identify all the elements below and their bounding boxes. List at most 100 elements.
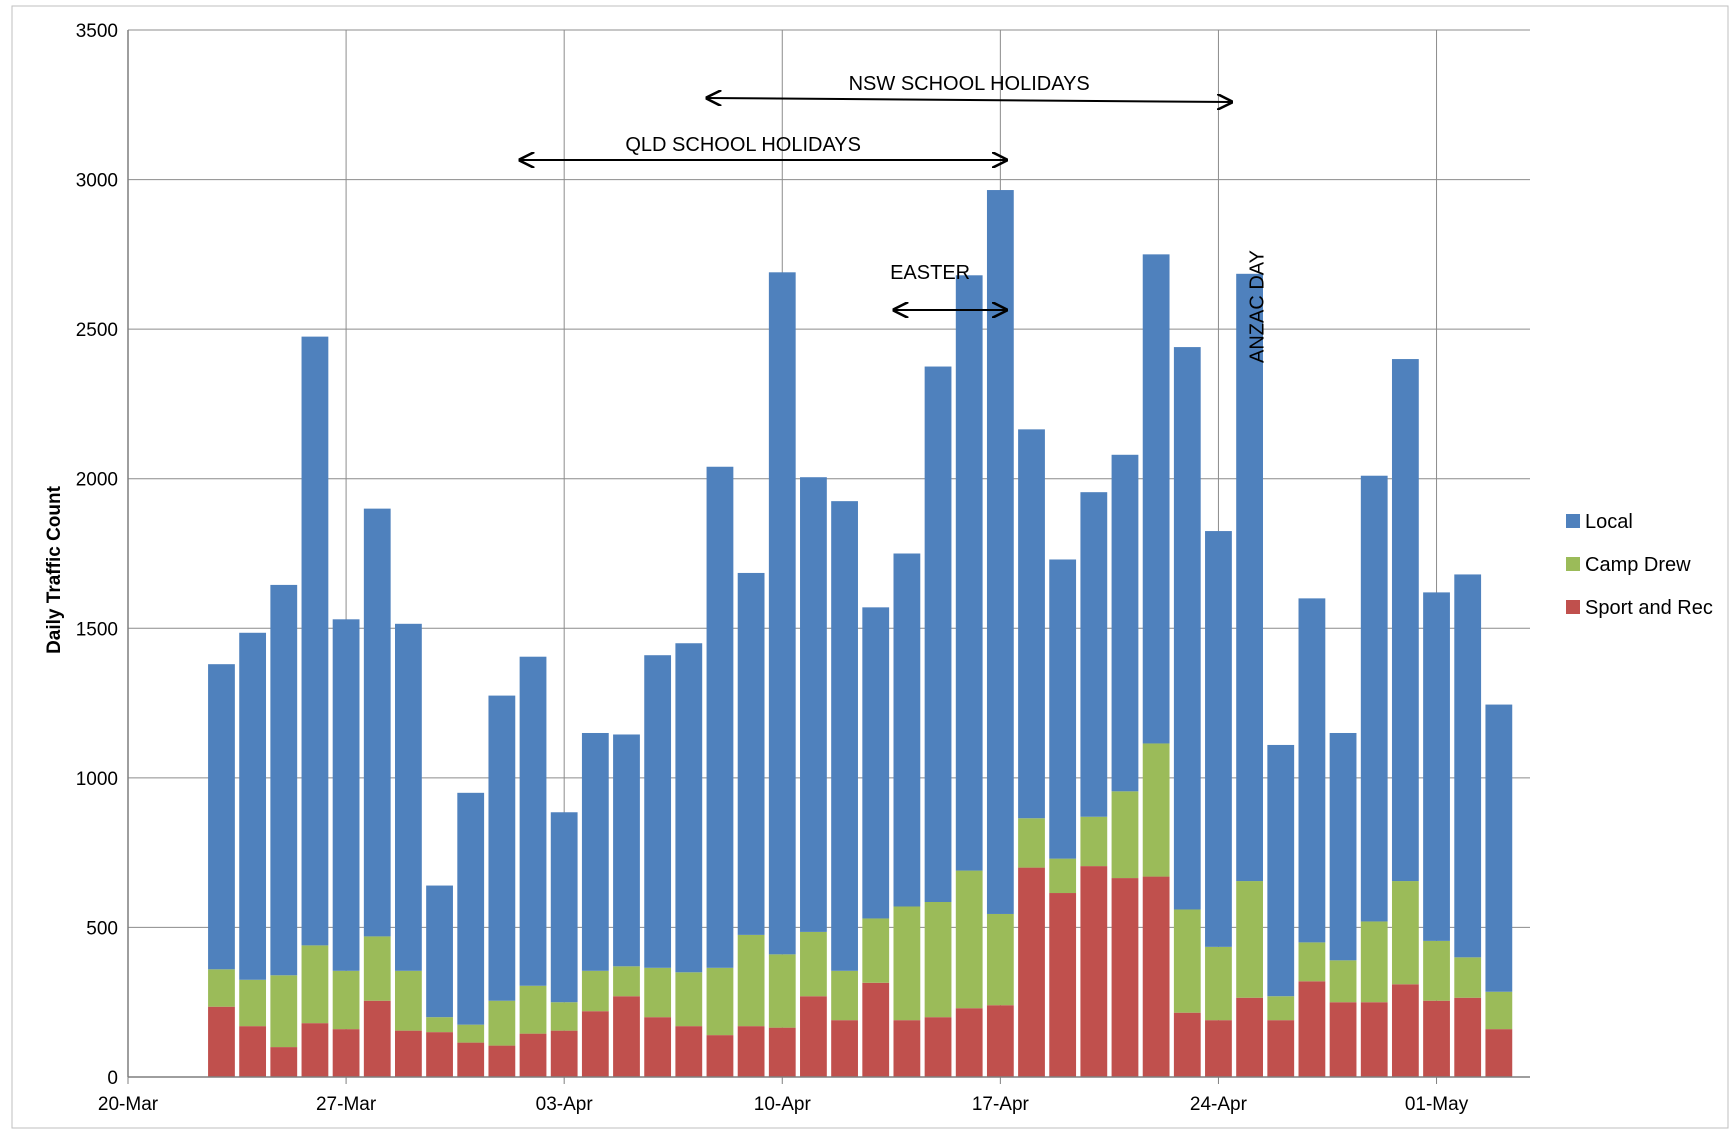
annotation-arrow [707,98,1231,102]
bar-local-24-mar [239,632,267,980]
bar-sport-and-rec-28-mar [363,1000,391,1077]
annotation-label: NSW SCHOOL HOLIDAYS [849,73,1090,95]
bar-sport-and-rec-01-apr [488,1045,516,1077]
bar-camp-drew-11-apr [800,931,827,997]
bar-local-11-apr [800,477,827,932]
y-tick-label: 1000 [76,769,118,790]
bar-sport-and-rec-28-apr [1329,1002,1357,1077]
x-tick-label: 27-Mar [316,1094,377,1115]
annotation-label: EASTER [890,262,970,284]
bar-sport-and-rec-01-may [1423,1000,1450,1077]
bar-sport-and-rec-04-apr [581,1011,609,1077]
bar-camp-drew-12-apr [831,970,858,1021]
bar-camp-drew-08-apr [706,967,734,1036]
bar-local-06-apr [644,655,672,968]
bar-local-10-apr [768,272,796,955]
bar-local-30-apr [1391,359,1419,882]
bar-local-05-apr [613,734,640,967]
bar-camp-drew-23-apr [1173,909,1201,1013]
bar-camp-drew-01-may [1423,940,1450,1001]
bar-local-19-apr [1049,559,1077,859]
bar-local-13-apr [862,607,890,919]
bar-sport-and-rec-25-apr [1236,997,1263,1077]
bar-sport-and-rec-17-apr [986,1005,1014,1077]
bar-local-28-mar [363,508,391,937]
bar-camp-drew-26-mar [301,945,329,1024]
bar-local-08-apr [706,466,734,968]
bar-sport-and-rec-12-apr [831,1020,858,1077]
bar-sport-and-rec-07-apr [675,1026,703,1077]
y-tick-label: 2500 [76,320,118,341]
bar-camp-drew-29-mar [395,970,422,1031]
bar-local-20-apr [1080,492,1108,817]
bar-camp-drew-27-mar [332,970,360,1030]
bar-sport-and-rec-29-mar [395,1030,422,1077]
bar-camp-drew-24-apr [1205,946,1232,1021]
bar-camp-drew-09-apr [737,934,765,1027]
x-tick-label: 10-Apr [754,1094,812,1115]
annotation-label: QLD SCHOOL HOLIDAYS [625,134,861,156]
bar-local-17-apr [986,190,1014,914]
bar-local-03-apr [550,812,578,1003]
y-tick-label: 3000 [76,171,118,192]
bar-camp-drew-30-apr [1391,881,1419,985]
bar-camp-drew-30-mar [426,1017,453,1033]
bar-sport-and-rec-27-apr [1298,981,1326,1077]
bar-sport-and-rec-14-apr [893,1020,921,1077]
bar-local-28-apr [1329,732,1357,961]
bar-sport-and-rec-23-mar [208,1006,235,1077]
axes: 0 500 1000 1500 2000 2500 3000 3500 20-Mar 27-Mar… [76,21,1530,1115]
bar-local-01-apr [488,695,516,1001]
x-tick-label: 24-Apr [1190,1094,1248,1115]
annotations: NSW SCHOOL HOLIDAYS QLD SCHOOL HOLIDAYS EA… [520,73,1269,363]
bar-sport-and-rec-20-apr [1080,866,1108,1077]
bar-camp-drew-02-apr [519,985,547,1034]
bar-sport-and-rec-09-apr [737,1026,765,1077]
bar-local-15-apr [924,366,952,903]
bar-local-03-may [1485,704,1513,992]
bar-camp-drew-25-mar [270,975,298,1048]
bar-camp-drew-22-apr [1142,743,1170,877]
bar-local-31-mar [457,792,485,1025]
bar-sport-and-rec-26-mar [301,1023,329,1077]
bar-local-29-mar [395,623,422,971]
bar-sport-and-rec-02-may [1454,997,1482,1077]
bar-camp-drew-28-apr [1329,960,1357,1003]
y-tick-label: 0 [107,1068,118,1089]
bar-camp-drew-31-mar [457,1024,485,1043]
bar-local-23-apr [1173,347,1201,910]
bar-sport-and-rec-08-apr [706,1035,734,1077]
bar-local-23-mar [208,664,235,970]
bar-camp-drew-15-apr [924,902,952,1018]
bar-camp-drew-25-apr [1236,881,1263,998]
bar-local-29-apr [1360,475,1388,922]
bar-local-07-apr [675,643,703,973]
bar-local-26-apr [1267,744,1295,997]
bar-local-18-apr [1018,429,1045,819]
bar-local-02-apr [519,656,547,986]
bar-camp-drew-24-mar [239,979,267,1027]
bar-sport-and-rec-31-mar [457,1042,485,1077]
bar-camp-drew-17-apr [986,913,1014,1006]
legend-swatch [1566,600,1580,614]
bar-camp-drew-18-apr [1018,818,1045,868]
bar-camp-drew-16-apr [955,870,983,1009]
bar-sport-and-rec-06-apr [644,1017,672,1077]
x-tick-label: 03-Apr [536,1094,594,1115]
legend-swatch [1566,557,1580,571]
bar-local-16-apr [955,275,983,871]
bar-sport-and-rec-30-apr [1391,984,1419,1077]
bar-local-01-may [1423,592,1450,941]
bar-camp-drew-20-apr [1080,816,1108,867]
bar-sport-and-rec-23-apr [1173,1012,1201,1077]
bar-camp-drew-03-apr [550,1002,578,1031]
legend-label: Local [1585,511,1633,533]
x-tick-label: 20-Mar [98,1094,159,1115]
bar-camp-drew-10-apr [768,954,796,1028]
bar-local-04-apr [581,732,609,971]
bar-camp-drew-06-apr [644,967,672,1018]
y-tick-label: 3500 [76,21,118,42]
bar-sport-and-rec-22-apr [1142,876,1170,1077]
bar-sport-and-rec-11-apr [800,996,827,1077]
